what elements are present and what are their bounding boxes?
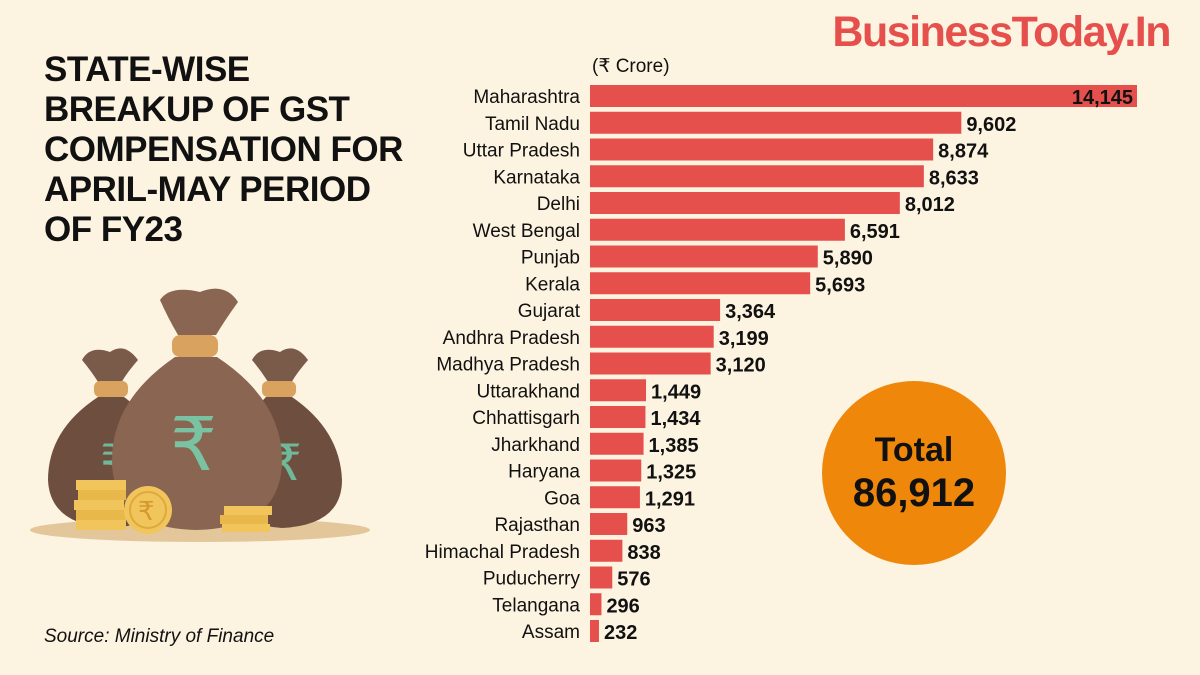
value-label: 5,693 — [815, 274, 865, 296]
value-label: 8,874 — [938, 141, 989, 163]
bar-uttarakhand — [590, 379, 647, 402]
category-label: Telangana — [492, 595, 580, 616]
value-label: 838 — [627, 542, 660, 564]
category-label: Himachal Pradesh — [425, 542, 580, 563]
value-label: 576 — [617, 569, 650, 591]
total-label: Total — [874, 431, 954, 469]
bar-west-bengal — [590, 218, 845, 241]
category-label: Uttarakhand — [476, 381, 580, 402]
category-label: Haryana — [508, 462, 580, 483]
category-label: Delhi — [537, 194, 580, 215]
bar-goa — [590, 486, 640, 509]
bar-andhra-pradesh — [590, 325, 714, 348]
bar-punjab — [590, 245, 818, 268]
coins: ₹ — [74, 480, 272, 534]
category-label: Goa — [544, 488, 580, 509]
value-label: 1,325 — [646, 462, 696, 484]
unit-label: (₹ Crore) — [592, 56, 670, 77]
value-label: 14,145 — [1072, 87, 1133, 109]
bar-kerala — [590, 272, 811, 295]
bar-maharashtra — [590, 85, 1137, 107]
value-label: 232 — [604, 622, 637, 644]
svg-text:₹: ₹ — [138, 497, 155, 527]
value-label: 296 — [606, 595, 639, 617]
category-label: Jharkhand — [491, 435, 580, 456]
category-label: Puducherry — [483, 569, 581, 590]
value-label: 3,120 — [716, 355, 766, 377]
category-label: Kerala — [525, 274, 580, 295]
value-label: 1,449 — [651, 381, 701, 403]
total-badge: Total 86,912 — [822, 381, 1006, 565]
category-label: Madhya Pradesh — [436, 355, 580, 376]
category-label: Punjab — [521, 248, 580, 269]
bar-rajasthan — [590, 513, 628, 535]
bar-haryana — [590, 459, 642, 482]
value-label: 9,602 — [966, 114, 1016, 136]
value-label: 5,890 — [823, 248, 873, 270]
category-label: Maharashtra — [473, 87, 580, 108]
value-label: 6,591 — [850, 221, 900, 243]
bar-karnataka — [590, 165, 924, 188]
bar-assam — [590, 620, 599, 642]
bar-uttar-pradesh — [590, 138, 934, 161]
bar-telangana — [590, 593, 602, 616]
value-label: 3,364 — [725, 301, 776, 323]
category-label: Karnataka — [493, 167, 580, 188]
category-label: Rajasthan — [494, 515, 580, 536]
value-label: 1,385 — [649, 435, 699, 457]
center-bag: ₹ — [112, 288, 282, 530]
value-label: 3,199 — [719, 328, 769, 350]
bar-chhattisgarh — [590, 406, 646, 428]
value-label: 8,012 — [905, 194, 955, 216]
total-value: 86,912 — [852, 471, 976, 515]
svg-text:₹: ₹ — [170, 402, 217, 488]
bar-tamil-nadu — [590, 111, 962, 134]
bar-puducherry — [590, 566, 613, 589]
money-bags-illustration: ₹ ₹ ₹ ₹ — [30, 288, 370, 542]
category-label: Gujarat — [518, 301, 581, 322]
category-label: West Bengal — [473, 221, 580, 242]
source-note: Source: Ministry of Finance — [44, 626, 275, 647]
bar-gujarat — [590, 299, 721, 321]
value-label: 1,291 — [645, 488, 695, 510]
brand-logo: BusinessToday.In — [832, 8, 1171, 56]
value-label: 1,434 — [650, 408, 701, 430]
bar-madhya-pradesh — [590, 352, 711, 375]
category-label: Chhattisgarh — [472, 408, 580, 429]
chart-title: STATE-WISE BREAKUP OF GST COMPENSATION F… — [44, 50, 403, 249]
category-label: Uttar Pradesh — [463, 141, 580, 162]
category-label: Tamil Nadu — [485, 114, 580, 135]
value-label: 963 — [632, 515, 665, 537]
category-label: Assam — [522, 622, 580, 643]
value-label: 8,633 — [929, 167, 979, 189]
bar-delhi — [590, 192, 900, 214]
bar-jharkhand — [590, 432, 644, 455]
category-label: Andhra Pradesh — [443, 328, 580, 349]
bar-himachal-pradesh — [590, 539, 623, 562]
